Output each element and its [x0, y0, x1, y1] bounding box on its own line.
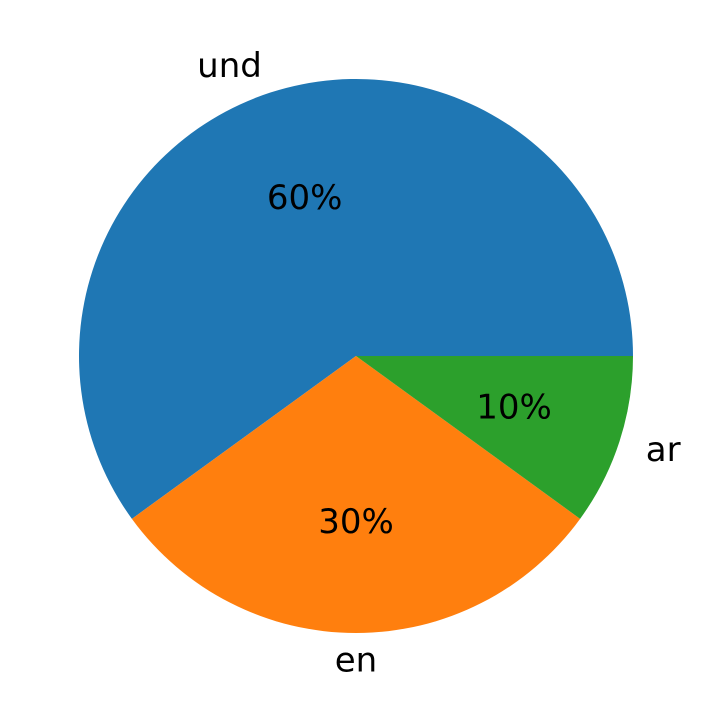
pie-labels: 60% und 30% en 10% ar [197, 46, 680, 680]
pie-slice-en [131, 356, 581, 634]
pie-percent-label-und: 60% [267, 178, 343, 218]
pie-category-label-ar: ar [646, 430, 681, 470]
pie-category-label-und: und [197, 46, 262, 86]
pie-slice-und [78, 78, 634, 519]
pie-percent-label-en: 30% [318, 502, 394, 542]
pie-slice-ar [356, 356, 633, 519]
pie-slices [78, 78, 634, 634]
pie-percent-label-ar: 10% [476, 387, 552, 427]
pie-category-label-en: en [335, 641, 377, 681]
